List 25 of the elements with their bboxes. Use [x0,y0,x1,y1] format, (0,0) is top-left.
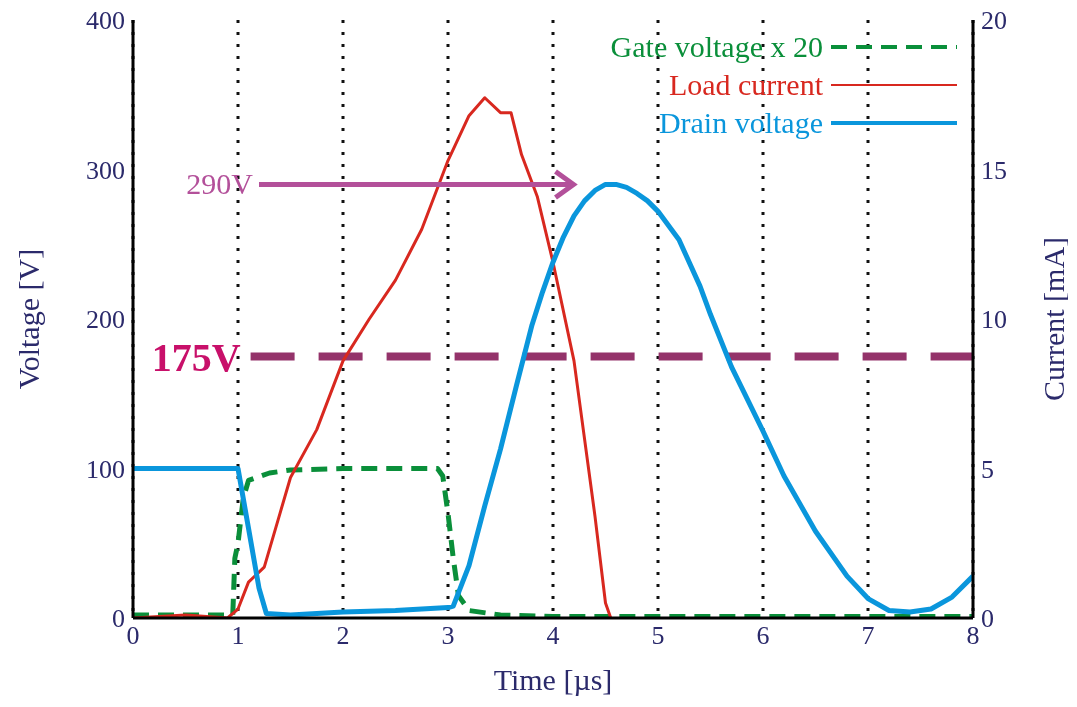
y2-axis-title: Current [mA] [1036,236,1070,402]
ref-line-label: 175V [151,334,241,380]
x-tick-label: 2 [336,621,350,651]
line-series [133,96,613,618]
legend-label: Load current [668,67,823,103]
x-tick-label: 3 [441,621,455,651]
y-tick-label: 200 [86,305,125,335]
legend-label: Gate voltage x 20 [610,29,823,65]
y2-tick-label: 10 [981,305,1007,335]
y-axis-title: Voltage [V] [11,248,45,390]
x-tick-label: 4 [546,621,560,651]
x-tick-label: 7 [861,621,875,651]
y2-tick-label: 5 [981,454,994,484]
y-tick-label: 100 [86,454,125,484]
y2-tick-label: 20 [981,6,1007,36]
x-tick-label: 1 [231,621,245,651]
x-tick-label: 6 [756,621,770,651]
legend-label: Drain voltage [658,105,823,141]
y-tick-label: 300 [86,155,125,185]
x-tick-label: 8 [966,621,980,651]
x-axis-title: Time [µs] [493,663,613,696]
y-tick-label: 400 [86,6,125,36]
x-tick-label: 5 [651,621,665,651]
annotation: 290V [186,167,254,201]
y2-tick-label: 15 [981,155,1007,185]
